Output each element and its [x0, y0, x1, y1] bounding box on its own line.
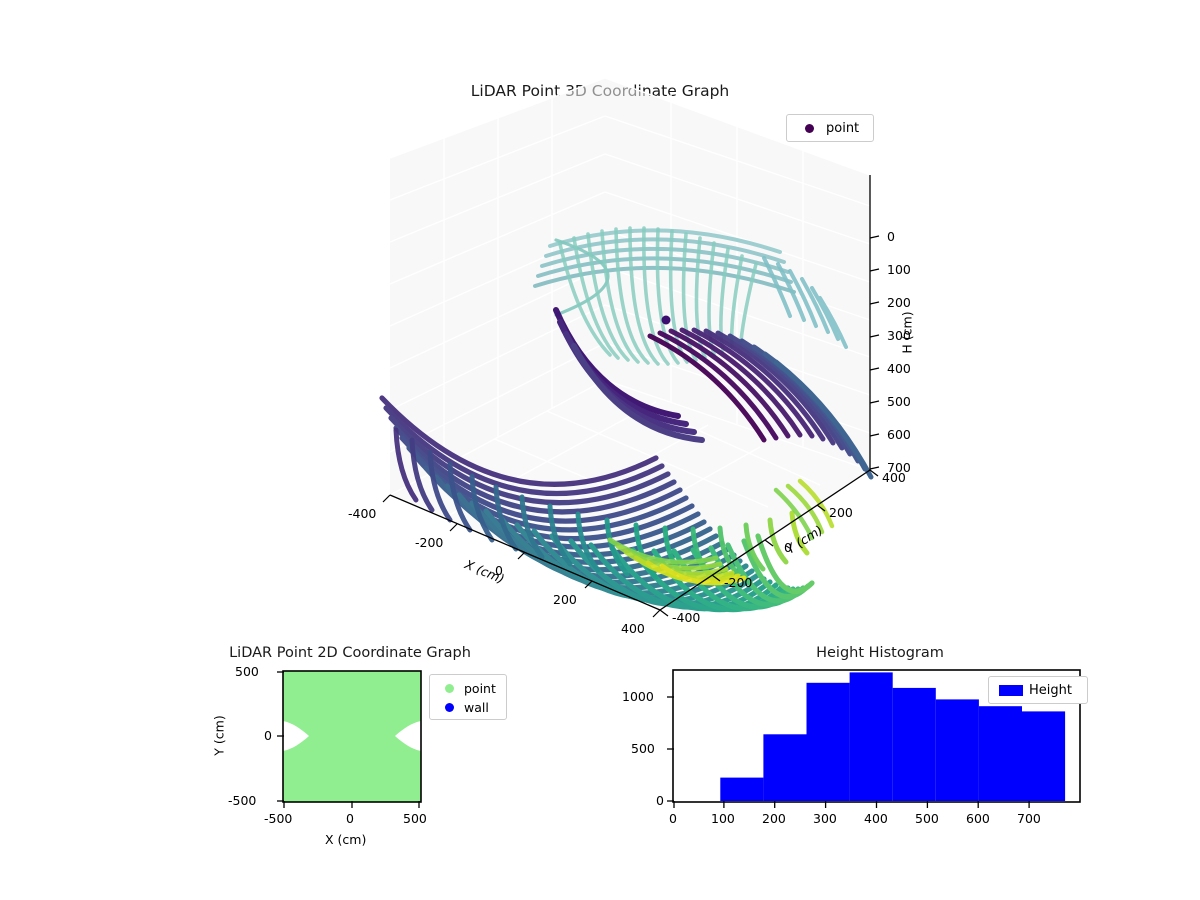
histogram-xtick-1: 100: [711, 811, 735, 826]
plot2d-axes[interactable]: 500 0 -500 -500 0 500 X (cm) Y (cm): [212, 664, 427, 847]
plot3d-xtick-2: 0: [495, 563, 503, 578]
plot3d-xtick-4: 400: [621, 621, 645, 636]
legend-label: point: [826, 120, 860, 136]
plot2d-ytick-0: -500: [228, 793, 257, 808]
plot3d-canvas: [379, 77, 880, 618]
legend-patch-icon: [993, 685, 1029, 696]
plot2d-xlabel: X (cm): [325, 832, 367, 847]
histogram-bars: [720, 672, 1066, 801]
plot3d-xtick-1: -200: [415, 535, 444, 550]
legend-item-point[interactable]: point: [434, 679, 502, 698]
plot3d-ytick-4: 400: [882, 470, 906, 485]
plot2d-canvas: [282, 670, 422, 803]
plot3d-ztick-5: 500: [887, 394, 911, 409]
plot2d-title: LiDAR Point 2D Coordinate Graph: [229, 645, 471, 661]
histogram-title: Height Histogram: [816, 645, 944, 661]
plot3d-ytick-0: -400: [672, 610, 701, 625]
plot2d-ylabel: Y (cm): [211, 715, 227, 756]
histogram-xtick-marks: [673, 801, 1030, 808]
plot2d-xtick-0: -500: [264, 811, 293, 826]
legend-item-wall[interactable]: wall: [434, 698, 502, 717]
legend-marker-icon: [434, 684, 464, 693]
histogram-xtick-2: 200: [762, 811, 786, 826]
plot3d-ztick-1: 100: [887, 262, 911, 277]
histogram-legend[interactable]: Height: [988, 676, 1088, 704]
plot3d-xtick-0: -400: [348, 506, 377, 521]
plot3d-ztick-6: 600: [887, 427, 911, 442]
plot3d-point-cloud: [379, 226, 874, 613]
plot3d-ztick-3: 300: [887, 328, 911, 343]
histogram-ytick-0: 0: [656, 793, 664, 808]
histogram-xtick-0: 0: [669, 811, 677, 826]
legend-marker-icon: [434, 703, 464, 712]
plot3d-ztick-4: 400: [887, 361, 911, 376]
plot3d-yticks: [659, 469, 879, 617]
legend-marker-icon: [792, 123, 826, 133]
plot3d-zlabel: H (cm): [899, 311, 915, 354]
histogram-ytick-marks: [667, 696, 674, 802]
plot2d-xtick-1: 0: [346, 811, 354, 826]
histogram-ytick-2: 1000: [622, 689, 654, 704]
plot3d-axes[interactable]: -400 -200 0 200 400 -400 -200 0 200 400 …: [348, 77, 915, 636]
plot3d-ztick-0: 0: [887, 229, 895, 244]
plot3d-xticks: [382, 494, 661, 618]
plot3d-legend[interactable]: point: [786, 114, 874, 142]
plot2d-xtick-marks: [283, 801, 420, 808]
plot3d-ztick-2: 200: [887, 295, 911, 310]
histogram-xtick-3: 300: [813, 811, 837, 826]
plot2d-point-region: [283, 671, 421, 802]
plot3d-ytick-3: 200: [829, 505, 853, 520]
histogram-ytick-1: 500: [631, 741, 655, 756]
plot3d-ztick-7: 700: [887, 460, 911, 475]
plot2d-ytick-marks: [277, 671, 284, 802]
plot3d-ytick-1: -200: [724, 575, 753, 590]
legend-label: Height: [1029, 683, 1072, 698]
plot2d-xtick-2: 500: [403, 811, 427, 826]
histogram-xtick-6: 600: [966, 811, 990, 826]
histogram-xtick-5: 500: [915, 811, 939, 826]
plot2d-ytick-1: 0: [264, 728, 272, 743]
legend-item-height[interactable]: Height: [993, 680, 1083, 701]
legend-label: point: [464, 681, 496, 696]
legend-label: wall: [464, 700, 489, 715]
plot3d-zticks: [869, 235, 880, 470]
legend-item-point[interactable]: point: [792, 118, 868, 138]
plot2d-legend[interactable]: point wall: [429, 674, 507, 720]
histogram-xtick-4: 400: [864, 811, 888, 826]
plot3d-ytick-2: 0: [784, 540, 792, 555]
plot2d-ytick-2: 500: [235, 664, 259, 679]
plot3d-xtick-3: 200: [553, 592, 577, 607]
histogram-xtick-7: 700: [1017, 811, 1041, 826]
